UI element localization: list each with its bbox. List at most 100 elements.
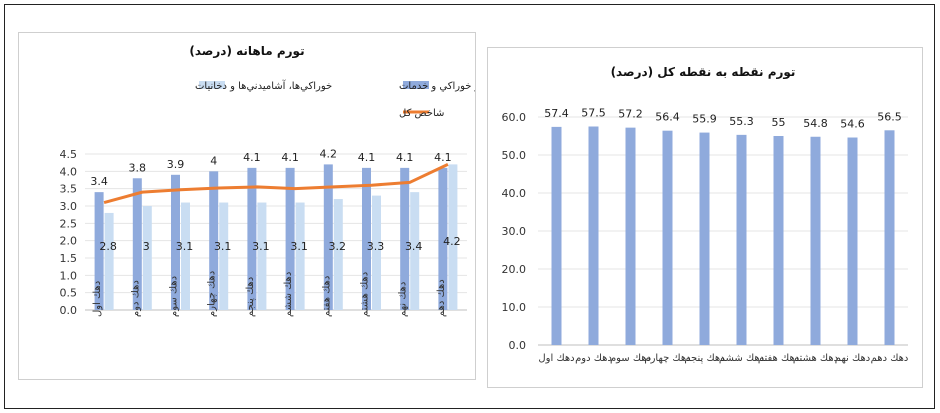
monthly-inflation-chart: تورم ماهانه (درصد) كالاهاي غير خوراكي و خ… <box>18 32 522 380</box>
y-tick-label: 0.0 <box>509 339 527 352</box>
bar-nonfood <box>285 167 295 310</box>
x-tick-label: دهك نهم <box>398 282 409 317</box>
bar-nonfood <box>362 167 371 310</box>
x-tick-label: دهك پنجم <box>245 277 256 317</box>
bar-total <box>588 126 599 345</box>
data-label-food: 3.1 <box>290 240 308 253</box>
bar-total <box>699 132 710 345</box>
x-tick-label: دهك دهم <box>871 353 909 364</box>
bar-nonfood <box>247 167 257 310</box>
bar-nonfood <box>171 174 180 310</box>
data-label-nonfood: 3.4 <box>90 175 108 188</box>
data-label-food: 3.2 <box>329 240 347 253</box>
bar-nonfood <box>323 164 333 310</box>
chart-title: تورم ماهانه (درصد) <box>189 44 304 59</box>
data-label-nonfood: 4.1 <box>434 151 452 164</box>
y-tick-label: 0.0 <box>60 304 78 317</box>
chart-title: تورم نقطه به نقطه كل (درصد) <box>611 65 796 80</box>
y-tick-label: 0.5 <box>60 287 78 300</box>
data-label-food: 3.4 <box>405 240 423 253</box>
data-label-food: 4.2 <box>443 235 461 248</box>
bar-total <box>551 126 562 345</box>
bar-nonfood <box>400 167 410 310</box>
y-tick-label: 2.5 <box>60 217 78 230</box>
bar-total <box>847 137 858 345</box>
bar-total <box>736 134 747 345</box>
y-tick-label: 3.5 <box>60 183 78 196</box>
y-tick-label: 40.0 <box>502 187 527 200</box>
bar-food <box>104 212 114 310</box>
total-index-line <box>103 163 449 204</box>
bar-nonfood <box>209 171 219 310</box>
data-label-total: 55 <box>772 116 786 129</box>
point-to-point-inflation-svg: تورم نقطه به نقطه كل (درصد) 0.0 10.0 20.0 30… <box>502 65 909 364</box>
data-label-food: 3.1 <box>176 240 194 253</box>
bar-food <box>410 192 420 310</box>
data-label-food: 3.3 <box>367 240 385 253</box>
data-label-nonfood: 4.2 <box>320 147 338 160</box>
bar-nonfood <box>438 167 448 310</box>
x-tick-label: دهك اول <box>538 353 574 364</box>
legend-label-total: شاخص كل <box>399 108 444 119</box>
x-tick-label: دهك سوم <box>610 353 651 364</box>
legend-label-nonfood: كالاهاي غير خوراكي و خدمات <box>399 81 475 92</box>
x-tick-label: دهك هشتم <box>793 353 838 364</box>
bar-total <box>810 136 821 345</box>
data-label-nonfood: 4.1 <box>281 151 299 164</box>
data-label-nonfood: 4 <box>210 154 217 167</box>
bar-total <box>662 130 673 345</box>
data-label-nonfood: 4.1 <box>243 151 261 164</box>
x-tick-label: دهك چهارم <box>207 271 218 317</box>
legend-swatch-food <box>199 81 225 89</box>
y-tick-label: 4.5 <box>60 148 78 161</box>
bar-food <box>257 202 267 310</box>
monthly-inflation-svg: تورم ماهانه (درصد) كالاهاي غير خوراكي و خ… <box>60 44 522 317</box>
x-tick-label: دهك سوم <box>169 276 180 317</box>
x-tick-label: دهك هشتم <box>360 272 371 317</box>
screenshot-frame <box>4 4 935 409</box>
legend-swatch-nonfood <box>403 81 429 89</box>
bar-total <box>773 136 784 345</box>
data-label-nonfood: 4.1 <box>396 151 414 164</box>
data-label-total: 54.8 <box>803 117 828 130</box>
x-tick-label: دهك چهارم <box>644 353 690 364</box>
y-tick-label: 2.0 <box>60 235 78 248</box>
y-tick-label: 30.0 <box>502 225 527 238</box>
data-label-food: 3 <box>143 240 150 253</box>
data-label-nonfood: 4.1 <box>358 151 376 164</box>
x-tick-label: دهك دوم <box>130 280 141 317</box>
bar-food <box>181 202 190 310</box>
data-label-total: 56.5 <box>877 110 902 123</box>
bar-food <box>333 199 343 310</box>
bar-food <box>295 202 305 310</box>
x-tick-label: دهك نهم <box>835 353 870 364</box>
x-tick-label: دهك هفتم <box>321 276 332 317</box>
bar-food <box>219 202 229 310</box>
x-tick-label: دهك دوم <box>575 353 612 364</box>
bar-food <box>372 195 381 310</box>
data-label-total: 55.9 <box>692 113 717 126</box>
data-label-nonfood: 3.8 <box>129 161 147 174</box>
y-tick-label: 20.0 <box>502 263 527 276</box>
bar-total <box>884 130 895 345</box>
x-tick-label: دهك اول <box>92 281 103 317</box>
bar-total <box>625 127 636 345</box>
y-tick-label: 4.0 <box>60 165 78 178</box>
legend-label-food: خوراكي‌ها، آشاميدني‌ها و دخانيات <box>195 79 332 92</box>
y-tick-label: 1.0 <box>60 269 78 282</box>
point-to-point-inflation-chart: تورم نقطه به نقطه كل (درصد) 0.0 10.0 20.0 30… <box>487 47 923 388</box>
x-tick-label: دهك پنجم <box>684 353 724 364</box>
bar-food <box>448 164 458 310</box>
data-label-food: 3.1 <box>252 240 270 253</box>
data-label-total: 55.3 <box>729 115 754 128</box>
bar-nonfood <box>132 178 142 310</box>
x-tick-label: دهك ششم <box>283 272 294 317</box>
y-tick-label: 3.0 <box>60 200 78 213</box>
y-tick-label: 1.5 <box>60 252 78 265</box>
data-label-total: 57.2 <box>618 108 643 121</box>
data-label-food: 3.1 <box>214 240 232 253</box>
y-tick-label: 60.0 <box>502 111 527 124</box>
x-tick-label: دهك دهم <box>436 279 447 317</box>
data-label-total: 54.6 <box>840 118 865 131</box>
data-label-food: 2.8 <box>99 240 117 253</box>
